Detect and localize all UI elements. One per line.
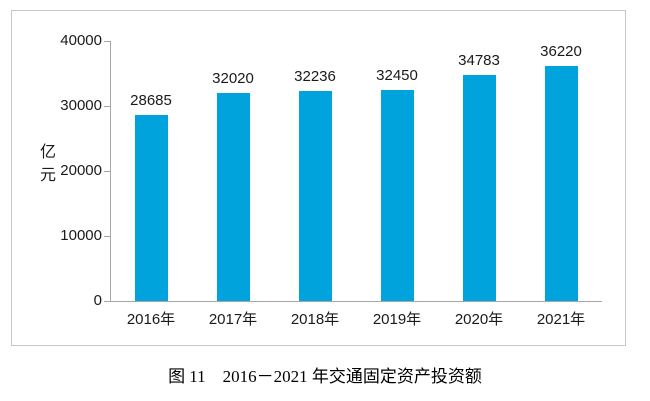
x-axis-line (110, 301, 602, 302)
bar-2021年 (544, 65, 578, 301)
bar-2016年 (134, 114, 168, 301)
bar-2019年 (380, 90, 414, 301)
bar-2017年 (216, 92, 250, 301)
y-tick-mark (104, 41, 110, 42)
y-axis-line (110, 41, 111, 301)
chart-frame: 0 10000 20000 30000 40000 28685 2016年 32020 201… (11, 10, 626, 346)
figure-caption: 图 11 2016－2021 年交通固定资产投资额 (168, 367, 482, 386)
bar-2018年 (298, 91, 332, 301)
y-tick-label: 20000 (60, 162, 102, 179)
y-tick-mark (104, 171, 110, 172)
bar-2020年 (462, 74, 496, 301)
bar-value-label: 32450 (376, 67, 418, 85)
x-tick-label: 2020年 (454, 311, 504, 328)
y-tick-mark (104, 106, 110, 107)
x-tick-label: 2021年 (536, 311, 586, 328)
x-tick-label: 2018年 (290, 311, 340, 328)
y-axis-title: 亿元 (40, 144, 57, 184)
bar-value-label: 32020 (212, 69, 254, 87)
bar-value-label: 32236 (294, 68, 336, 86)
y-tick-mark (104, 301, 110, 302)
y-tick-label: 10000 (60, 227, 102, 244)
bar-value-label: 34783 (458, 51, 500, 69)
y-tick-label: 0 (93, 292, 102, 309)
x-tick-label: 2017年 (208, 311, 258, 328)
x-tick-label: 2016年 (126, 311, 176, 328)
x-tick-label: 2019年 (372, 311, 422, 328)
bar-value-label: 36220 (540, 42, 582, 60)
y-tick-mark (104, 236, 110, 237)
y-tick-label: 40000 (60, 32, 102, 49)
y-tick-label: 30000 (60, 97, 102, 114)
bar-value-label: 28685 (130, 91, 172, 109)
